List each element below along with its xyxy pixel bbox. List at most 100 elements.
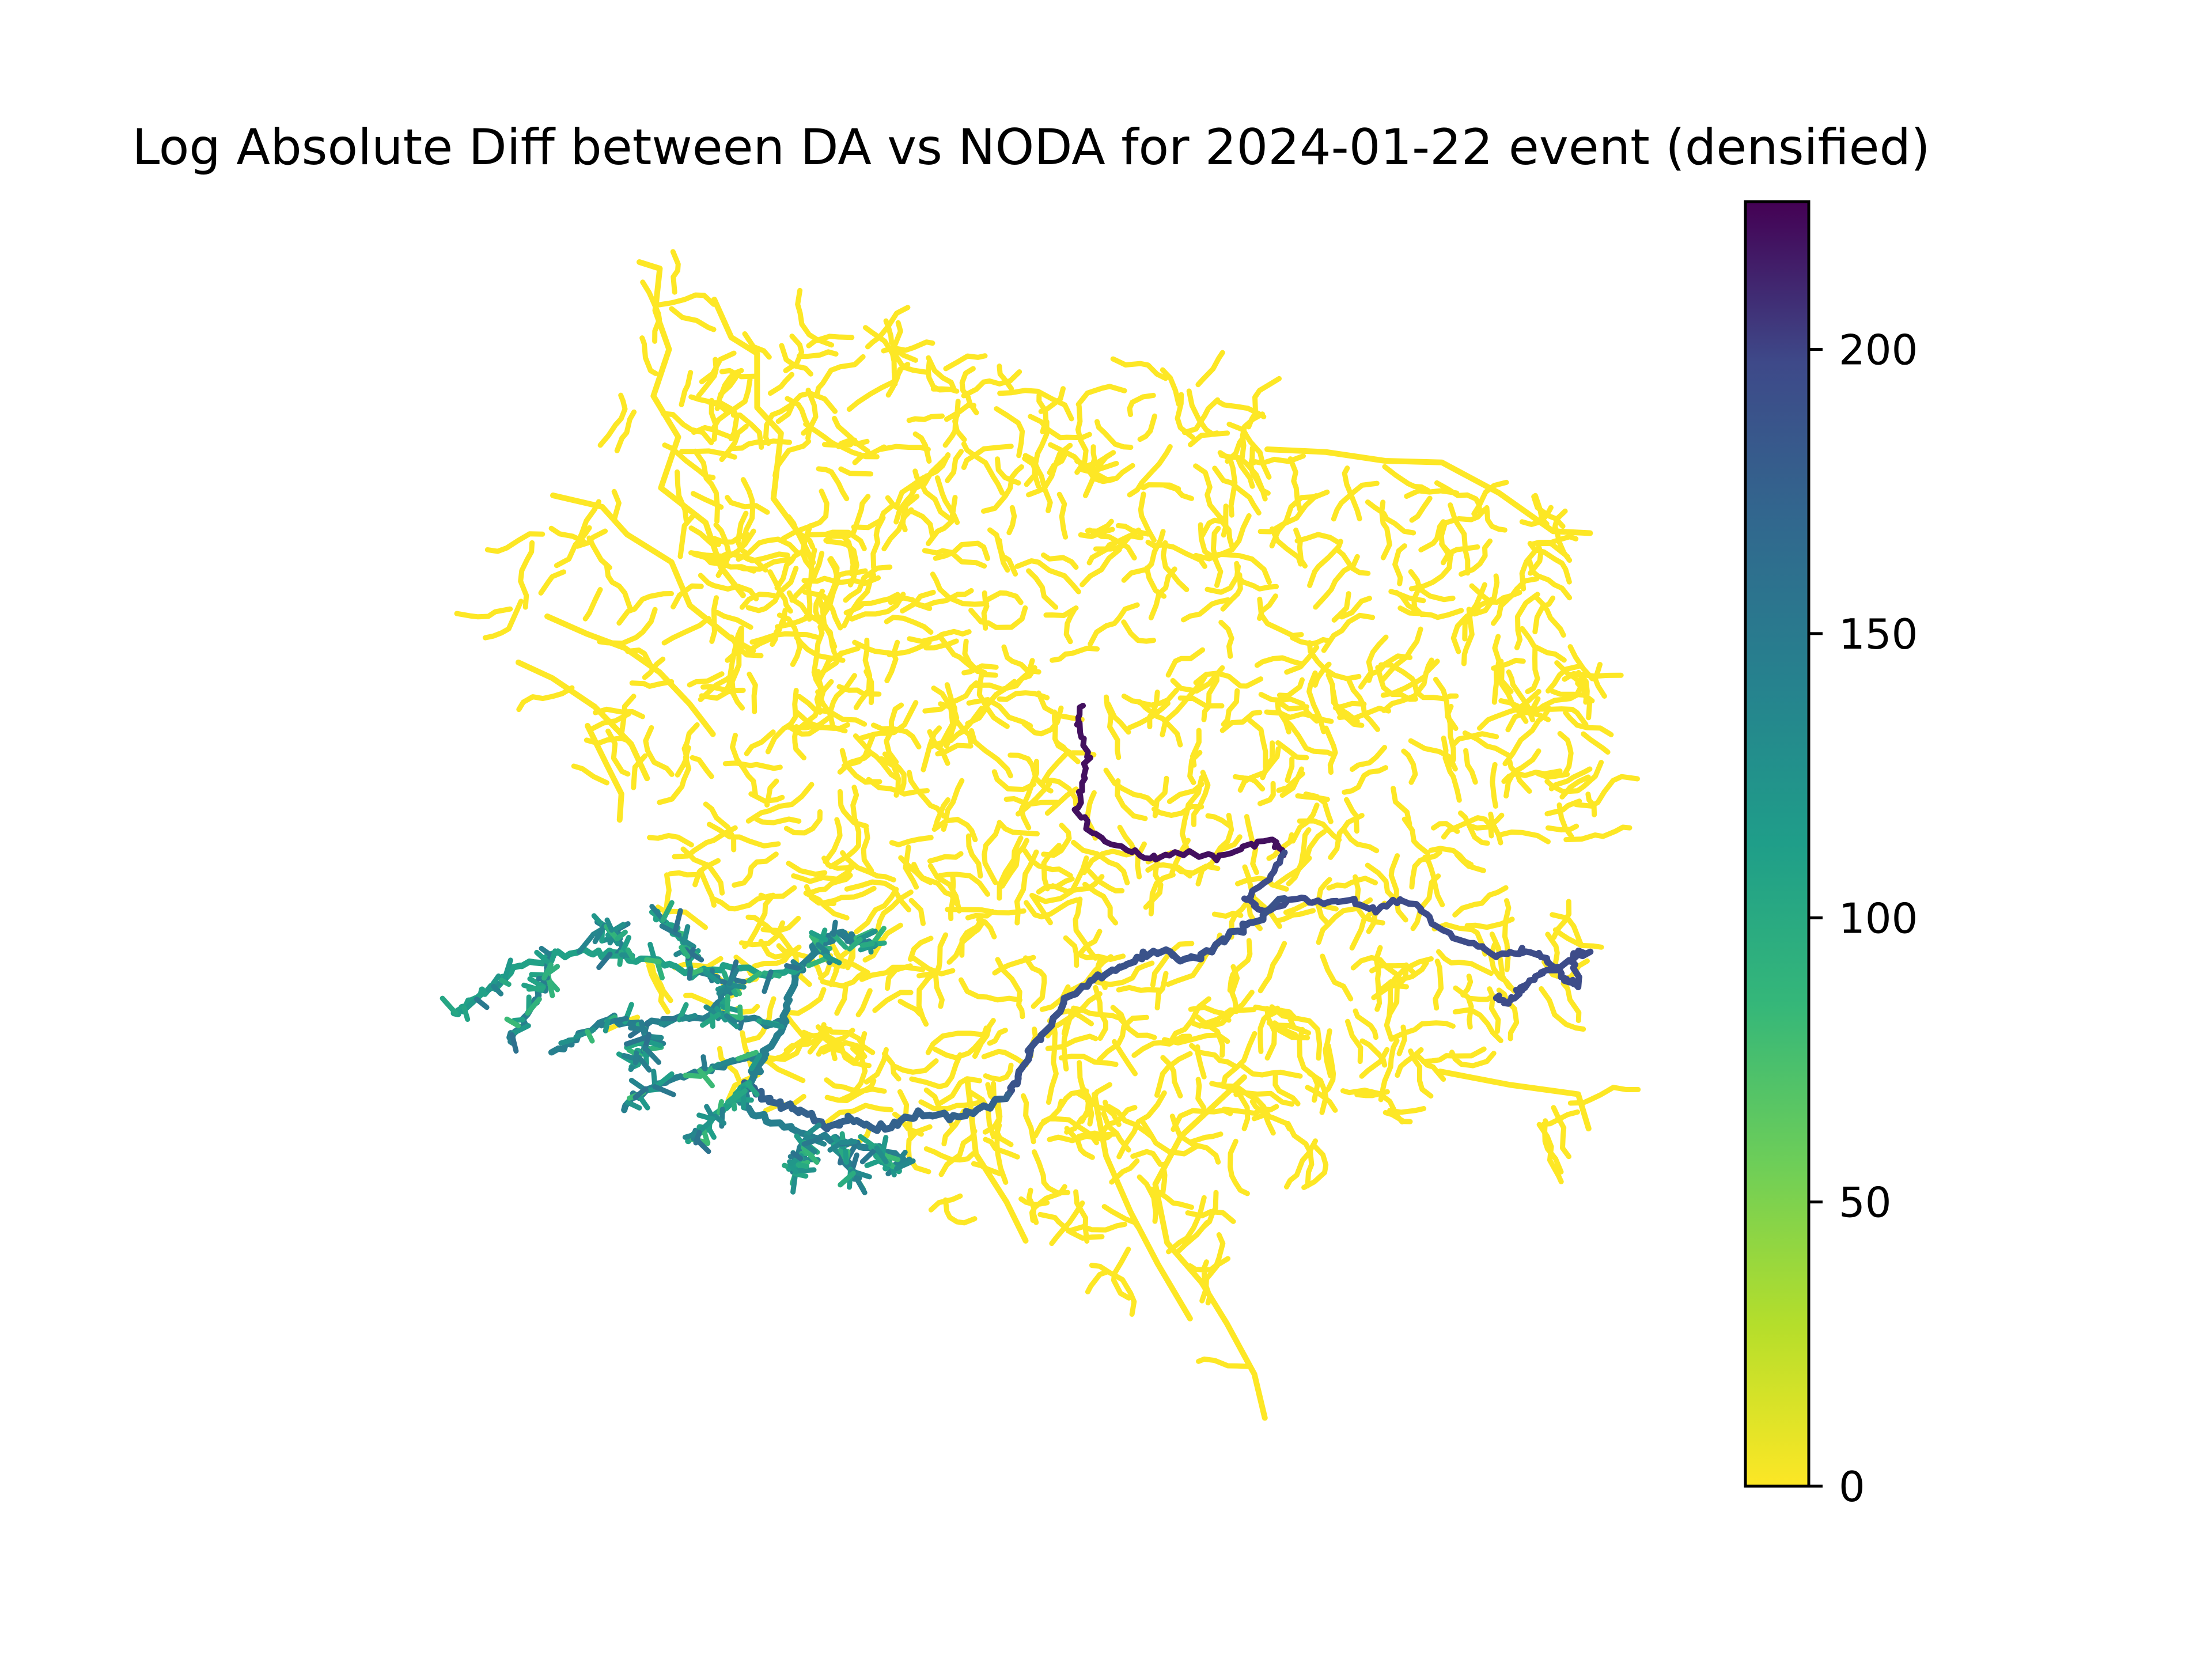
reach-southwest-tributary: [736, 1050, 759, 1062]
reach-southwest-tributary: [526, 985, 546, 992]
reach-southwest-tributary: [576, 933, 595, 955]
reach-southwest-tributary: [790, 1150, 804, 1161]
reach-southwest-tributary: [541, 962, 554, 981]
reach-southwest-tributary: [809, 930, 828, 942]
reach-southwest-tributary: [613, 1016, 629, 1024]
reach-southwest-tributary: [713, 1113, 727, 1126]
reach-southwest-tributary: [806, 955, 830, 968]
reach-southwest-tributary: [858, 1134, 880, 1152]
colorbar-gradient: [1745, 202, 1809, 1486]
reach-southwest-tributary: [592, 922, 607, 945]
reach-southwest-tributary: [859, 1145, 880, 1165]
colorbar: 0 50 100 150 200: [1744, 200, 1918, 1511]
reach-southwest-tributary: [815, 942, 830, 955]
reach-southwest-tributary: [790, 1171, 798, 1195]
base-river-network: [454, 249, 1641, 1421]
reach-southwest-tributary: [461, 1005, 471, 1022]
reach-southwest-tributary: [746, 971, 763, 984]
river-line: [516, 660, 650, 782]
reach-southwest-tributary: [655, 1071, 675, 1088]
river-line: [965, 1080, 1029, 1244]
reach-southwest-tributary: [625, 1100, 642, 1111]
reach-southwest-tributary: [724, 1013, 737, 1024]
reach-southwest-tributary: [642, 1045, 661, 1065]
reach-southwest-tributary: [737, 1004, 743, 1021]
reach-southwest-tributary: [696, 1112, 715, 1122]
reach-southwest-tributary: [652, 1084, 676, 1097]
reach-southwest-tributary: [573, 1027, 596, 1040]
river-line: [637, 259, 746, 599]
colorbar-frame: [1744, 200, 1810, 1488]
reach-southwest-tributary: [714, 1006, 728, 1023]
reach-southwest-tributary: [683, 1073, 703, 1079]
reach-southwest-tributary: [702, 968, 721, 984]
reach-southwest-tributary: [874, 1145, 889, 1165]
reach-southwest-tributary: [610, 922, 626, 934]
reach-southwest-tributary: [659, 923, 682, 938]
reach-southwest-tributary: [628, 1025, 648, 1032]
reach-southwest-tributary: [697, 1067, 715, 1089]
reach-southwest-tributary: [823, 953, 842, 965]
reach-southwest-tributary: [724, 994, 730, 1019]
reach-southwest-tributary: [486, 973, 501, 993]
reach-southwest-tributary: [693, 1130, 702, 1146]
highlighted-river-reaches: [440, 703, 1594, 1195]
reach-southwest-tributary: [440, 995, 459, 1016]
reach-southwest-tributary: [801, 1136, 823, 1147]
reach-southwest-tributary: [838, 1171, 856, 1188]
reach-southwest-tributary: [894, 1158, 916, 1171]
reach-southwest-tributary: [788, 1162, 799, 1175]
reach-southwest-tributary: [534, 949, 554, 968]
reach-southwest-tributary: [615, 929, 628, 941]
river-line: [585, 723, 624, 823]
river-line: [1152, 1074, 1268, 1421]
colorbar-tick-label: 100: [1839, 894, 1918, 942]
reach-southwest-tributary: [632, 1050, 639, 1066]
river-line: [550, 493, 756, 654]
colorbar-tick-label: 200: [1839, 326, 1918, 374]
reach-southwest-tributary: [604, 917, 615, 933]
reach-southwest-tributary: [603, 1018, 611, 1033]
reach-southwest-tributary: [726, 967, 740, 986]
reach-southwest-tributary: [712, 1057, 736, 1069]
reach-southwest-tributary: [474, 997, 490, 1010]
river-network-map: [440, 249, 1641, 1421]
reach-southwest-tributary: [632, 1086, 649, 1100]
reach-southwest-tributary: [847, 937, 863, 952]
reach-southwest-tributary: [625, 947, 635, 961]
reach-southwest-tributary: [673, 908, 683, 933]
reach-southwest-tributary: [728, 1088, 748, 1104]
reach-southwest-tributary: [596, 952, 613, 970]
reach-main-stem-west: [741, 1079, 1012, 1134]
reach-southwest-tributary: [859, 941, 875, 948]
reach-southwest-tributary: [843, 1149, 849, 1165]
river-line: [544, 613, 716, 737]
river-line: [1437, 1069, 1592, 1132]
river-segments: [454, 249, 1641, 1369]
reach-southwest-tributary: [749, 1052, 763, 1071]
reach-southwest-tributary: [700, 1054, 708, 1071]
colorbar-tick-label: 50: [1839, 1179, 1892, 1227]
reach-southwest-tributary: [676, 1002, 689, 1022]
reach-southwest-tributary: [700, 1012, 721, 1028]
river-line: [711, 297, 816, 566]
reach-southwest-tributary: [831, 919, 838, 937]
reach-southwest-tributary: [801, 1145, 820, 1165]
reach-southwest-tributary: [624, 1035, 648, 1047]
reach-southwest-tributary: [688, 967, 704, 976]
reach-southwest-tributary: [491, 983, 504, 997]
reach-southwest-tributary: [838, 931, 854, 946]
reach-southwest-tributary: [527, 976, 546, 990]
reach-southwest-tributary: [585, 1028, 595, 1044]
reach-southwest-tributary: [509, 1032, 519, 1054]
reach-southwest-tributary: [591, 913, 603, 925]
reach-southwest-tributary: [679, 1013, 698, 1022]
colorbar-tick-label: 150: [1839, 610, 1918, 658]
reach-southwest-tributary: [679, 945, 691, 959]
reach-southwest-tributary: [796, 1162, 809, 1169]
reach-southwest-tributary: [762, 969, 774, 994]
reach-southwest-tributary: [499, 978, 512, 987]
reach-southwest-tributary: [794, 1167, 817, 1174]
reach-southwest-tributary: [839, 1139, 858, 1145]
